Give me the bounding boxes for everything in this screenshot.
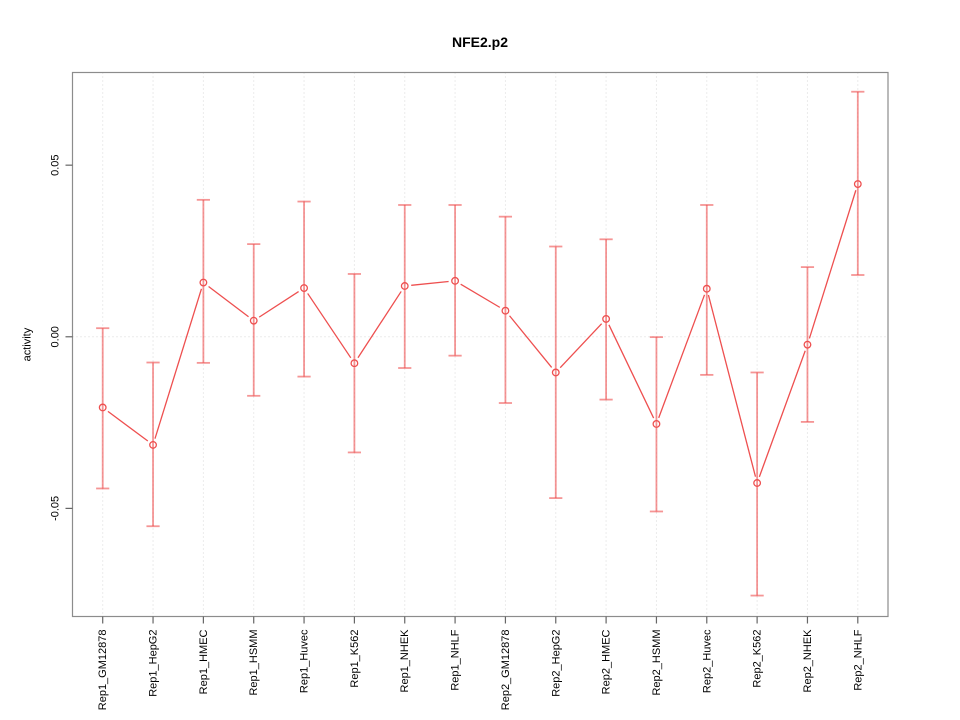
series-segment [208, 285, 249, 318]
series-segment [357, 291, 402, 359]
y-tick-label: -0.05 [50, 496, 62, 521]
series-segment [460, 283, 501, 308]
y-axis-label: activity [22, 327, 34, 361]
x-tick-label: Rep2_HSMM [651, 630, 663, 696]
series-segment [154, 288, 203, 439]
data-point [149, 440, 157, 449]
error-bar [700, 204, 714, 376]
chart-title: NFE2.p2 [452, 34, 508, 50]
series-segment [808, 190, 857, 339]
x-tick-label: Rep1_NHLF [450, 629, 462, 690]
data-point [803, 340, 812, 349]
error-bar [297, 200, 311, 378]
x-tick-label: Rep1_GM12878 [97, 630, 109, 711]
y-tick-label: 0.00 [50, 326, 62, 347]
data-point [602, 314, 611, 323]
data-point [501, 306, 510, 315]
data-point [400, 282, 409, 290]
error-bar [96, 327, 110, 490]
series-segment [758, 350, 806, 478]
error-bar [549, 245, 563, 499]
data-point [753, 479, 762, 487]
series-segment [707, 294, 757, 477]
x-tick-label: Rep1_HSMM [248, 630, 260, 696]
data-point [551, 368, 560, 377]
x-tick-label: Rep2_K562 [752, 630, 764, 688]
error-bar [498, 215, 513, 404]
data-point [199, 278, 208, 287]
error-bar [599, 238, 613, 401]
series-segment [107, 410, 149, 442]
x-tick-label: Rep1_HepG2 [148, 630, 160, 697]
x-tick-label: Rep1_Huvec [299, 629, 311, 693]
data-point [350, 359, 359, 368]
data-point [652, 420, 661, 428]
x-tick-label: Rep1_HMEC [198, 629, 210, 694]
x-tick-label: Rep2_Huvec [701, 629, 713, 693]
error-bar [448, 204, 462, 357]
error-bar [750, 371, 764, 597]
plot-box [71, 71, 889, 618]
data-point [300, 284, 309, 292]
x-tick-label: Rep1_NHEK [399, 629, 411, 693]
series-segment [307, 293, 352, 359]
series-segment [608, 324, 655, 419]
error-bar [196, 198, 210, 364]
series-segment [258, 291, 299, 318]
data-point [98, 403, 107, 412]
data-point [853, 180, 862, 188]
error-bar [649, 336, 664, 513]
frame-layer [65, 71, 889, 624]
x-tick-label: Rep1_K562 [349, 630, 361, 688]
data-point [702, 284, 711, 293]
x-tick-label: Rep2_NHEK [802, 629, 814, 693]
series-segment [411, 280, 449, 286]
error-bar [398, 204, 412, 369]
x-tick-label: Rep2_GM12878 [500, 630, 512, 711]
series-segment [658, 294, 706, 419]
y-tick-label: 0.05 [50, 154, 62, 175]
data-layer [96, 90, 865, 597]
x-tick-label: Rep2_HMEC [601, 629, 613, 694]
data-point [249, 316, 258, 325]
x-tick-label: Rep2_HepG2 [550, 630, 562, 697]
x-tick-label: Rep2_NHLF [852, 629, 864, 690]
series-segment [559, 323, 603, 369]
label-layer: 0.05 0.00 -0.05 Rep1_GM12878 Rep1_HepG2 Rep1_… [50, 154, 865, 710]
data-point [451, 276, 460, 285]
error-bar [347, 273, 362, 454]
error-bar [146, 361, 160, 528]
error-bar [800, 266, 815, 423]
error-bar [247, 243, 261, 397]
series-segment [509, 315, 553, 368]
error-bar [851, 90, 865, 276]
grid-layer [72, 72, 888, 617]
